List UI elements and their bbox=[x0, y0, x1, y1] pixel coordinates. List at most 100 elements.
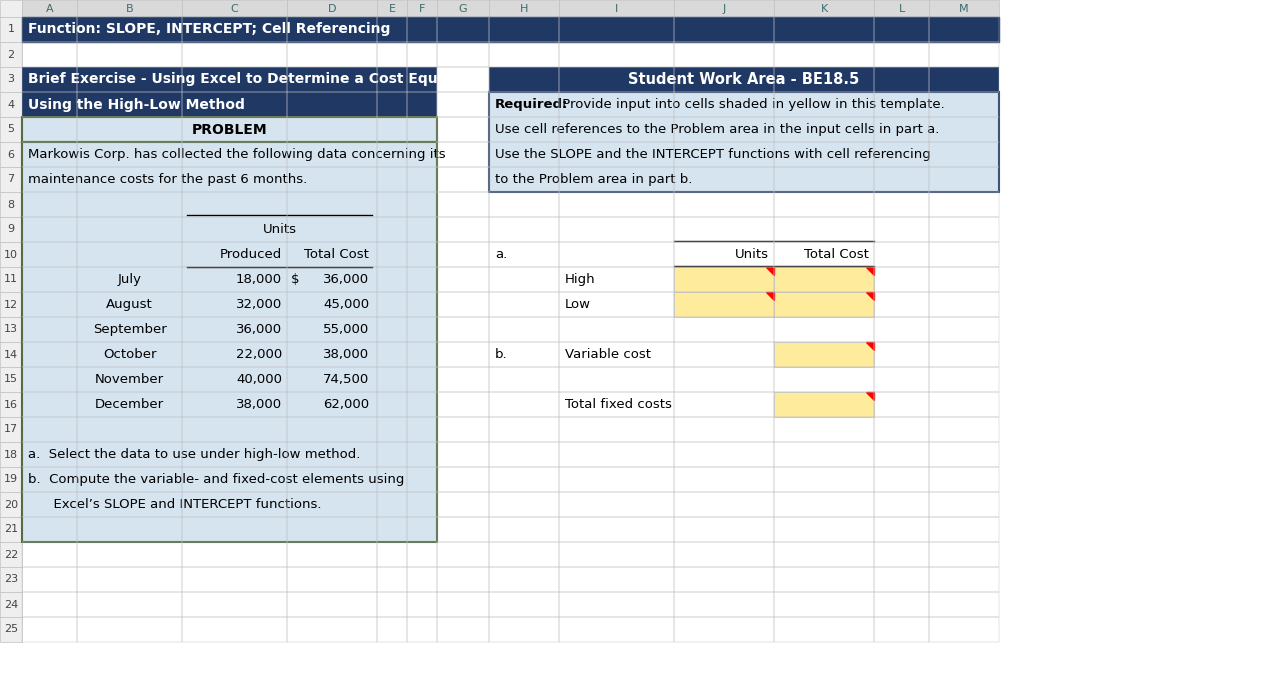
Bar bbox=[77, 117, 182, 142]
Text: Student Work Area - BE18.5: Student Work Area - BE18.5 bbox=[628, 72, 859, 87]
Bar bbox=[377, 142, 407, 167]
Bar bbox=[407, 542, 437, 567]
Bar bbox=[559, 117, 674, 142]
Text: Excel’s SLOPE and INTERCEPT functions.: Excel’s SLOPE and INTERCEPT functions. bbox=[28, 498, 321, 511]
Bar bbox=[437, 317, 489, 342]
Bar bbox=[407, 142, 437, 167]
Bar bbox=[377, 592, 407, 617]
Bar bbox=[559, 542, 674, 567]
Bar bbox=[489, 567, 559, 592]
Bar bbox=[407, 567, 437, 592]
Bar bbox=[377, 567, 407, 592]
Bar bbox=[437, 417, 489, 442]
Bar bbox=[929, 317, 999, 342]
Bar bbox=[77, 42, 182, 67]
Text: Produced: Produced bbox=[220, 248, 281, 261]
Bar bbox=[437, 317, 489, 342]
Text: 62,000: 62,000 bbox=[322, 398, 370, 411]
Bar bbox=[77, 17, 182, 42]
Bar bbox=[407, 442, 437, 467]
Bar bbox=[377, 242, 407, 267]
Bar bbox=[437, 592, 489, 617]
Bar bbox=[22, 217, 77, 242]
Bar bbox=[0, 417, 22, 442]
Bar bbox=[929, 42, 999, 67]
Text: 38,000: 38,000 bbox=[322, 348, 370, 361]
Bar bbox=[874, 542, 929, 567]
Bar bbox=[286, 317, 377, 342]
Bar bbox=[874, 317, 929, 342]
Bar bbox=[407, 542, 437, 567]
Bar bbox=[874, 542, 929, 567]
Bar bbox=[182, 367, 286, 392]
Bar bbox=[929, 0, 999, 17]
Bar bbox=[674, 317, 774, 342]
Bar bbox=[874, 117, 929, 142]
Bar bbox=[286, 117, 377, 142]
Text: I: I bbox=[615, 3, 618, 14]
Bar bbox=[286, 492, 377, 517]
Bar bbox=[437, 117, 489, 142]
Bar bbox=[182, 42, 286, 67]
Bar bbox=[774, 0, 874, 17]
Bar bbox=[559, 292, 674, 317]
Bar bbox=[407, 392, 437, 417]
Bar bbox=[286, 217, 377, 242]
Bar bbox=[182, 342, 286, 367]
Bar bbox=[489, 0, 559, 17]
Bar bbox=[77, 467, 182, 492]
Bar bbox=[286, 317, 377, 342]
Bar bbox=[182, 442, 286, 467]
Bar bbox=[674, 267, 774, 292]
Bar bbox=[286, 517, 377, 542]
Bar bbox=[22, 267, 77, 292]
Bar bbox=[77, 67, 182, 92]
Bar bbox=[774, 67, 874, 92]
Bar bbox=[77, 317, 182, 342]
Bar bbox=[286, 617, 377, 642]
Bar bbox=[489, 392, 559, 417]
Bar bbox=[559, 367, 674, 392]
Bar bbox=[929, 617, 999, 642]
Bar bbox=[437, 492, 489, 517]
Bar bbox=[437, 142, 489, 167]
Bar bbox=[489, 542, 559, 567]
Bar bbox=[559, 117, 674, 142]
Bar bbox=[182, 192, 286, 217]
Bar bbox=[929, 342, 999, 367]
Bar bbox=[674, 192, 774, 217]
Bar bbox=[437, 542, 489, 567]
Bar bbox=[407, 367, 437, 392]
Bar bbox=[377, 167, 407, 192]
Bar bbox=[182, 592, 286, 617]
Bar bbox=[929, 542, 999, 567]
Bar bbox=[182, 467, 286, 492]
Bar bbox=[929, 117, 999, 142]
Bar bbox=[22, 167, 77, 192]
Bar bbox=[22, 517, 77, 542]
Bar bbox=[874, 442, 929, 467]
Bar bbox=[559, 192, 674, 217]
Bar bbox=[674, 317, 774, 342]
Bar bbox=[874, 317, 929, 342]
Bar bbox=[182, 217, 286, 242]
Bar bbox=[929, 542, 999, 567]
Text: Total fixed costs: Total fixed costs bbox=[565, 398, 671, 411]
Bar bbox=[77, 142, 182, 167]
Bar bbox=[0, 317, 22, 342]
Bar bbox=[77, 217, 182, 242]
Bar bbox=[0, 292, 22, 317]
Text: Using the High-Low Method: Using the High-Low Method bbox=[28, 98, 244, 111]
Text: 22: 22 bbox=[4, 550, 18, 559]
Bar bbox=[874, 217, 929, 242]
Bar bbox=[437, 617, 489, 642]
Bar bbox=[774, 242, 874, 267]
Bar bbox=[286, 517, 377, 542]
Bar bbox=[182, 267, 286, 292]
Bar bbox=[874, 417, 929, 442]
Bar bbox=[774, 517, 874, 542]
Bar bbox=[774, 392, 874, 417]
Bar bbox=[407, 192, 437, 217]
Bar bbox=[182, 367, 286, 392]
Bar bbox=[182, 292, 286, 317]
